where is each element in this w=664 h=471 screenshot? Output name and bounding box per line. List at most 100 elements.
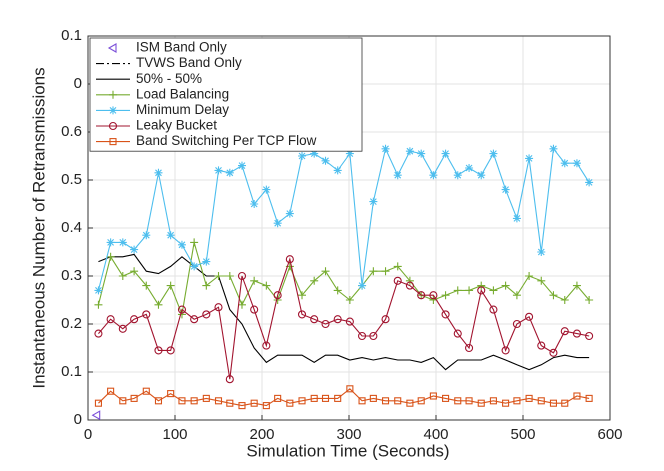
marker [106,238,115,247]
marker [130,245,139,254]
marker [94,329,103,338]
marker [489,305,498,314]
marker [393,171,402,180]
y-tick-label: 0.2 [61,315,82,332]
marker [345,149,354,158]
marker [333,166,342,175]
marker [465,164,474,172]
marker [406,399,414,407]
marker [285,255,294,264]
marker [442,394,450,402]
x-tick-label: 200 [249,426,274,443]
marker [250,276,259,285]
marker [202,310,211,319]
x-tick-label: 400 [423,426,448,443]
marker [274,394,282,402]
y-tick-label: 0.6 [61,123,82,140]
marker [549,348,558,357]
marker [177,240,186,249]
legend-label: ISM Band Only [136,40,227,55]
marker [585,296,594,304]
y-tick-label: 0 [74,411,82,428]
marker [154,300,163,309]
marker [345,296,354,304]
marker [358,397,366,405]
marker [214,272,223,280]
marker [142,310,151,319]
marker [154,168,163,177]
marker [454,397,462,405]
series-line [98,253,590,371]
marker [560,296,569,304]
legend-label: Load Balancing [136,86,229,101]
marker [142,387,150,395]
marker [298,397,306,405]
marker [310,149,319,158]
x-tick-label: 300 [336,426,361,443]
marker [369,197,378,206]
marker [537,341,546,350]
marker [238,402,246,410]
marker [572,281,581,290]
marker [573,392,581,400]
y-tick-label: 0.3 [61,267,82,284]
marker [549,144,558,153]
marker [502,399,510,407]
x-tick-label: 600 [597,426,622,443]
y-tick-label: 0.4 [61,219,82,236]
marker [130,394,138,402]
marker [118,272,127,280]
marker [285,209,294,218]
marker [561,399,569,407]
marker [154,397,163,405]
legend-label: TVWS Band Only [136,55,242,70]
marker [333,286,342,295]
marker [441,149,450,158]
marker [262,341,271,350]
marker [107,43,117,53]
marker [346,385,354,393]
marker [310,394,318,402]
marker [525,154,534,163]
marker [477,281,486,290]
marker [429,171,438,180]
marker [225,375,234,384]
marker [465,286,474,295]
marker [549,291,558,300]
marker [405,281,414,290]
x-tick-label: 500 [510,426,535,443]
marker [381,315,390,324]
marker [225,168,234,177]
marker [369,331,378,341]
marker [250,305,259,314]
marker [393,262,402,271]
marker [214,166,223,175]
marker [177,310,186,319]
marker [298,291,307,300]
marker [477,286,486,295]
marker [357,331,367,341]
marker [214,303,223,312]
marker [381,397,390,405]
marker [202,394,210,402]
marker [477,171,486,180]
marker [512,291,521,300]
x-axis-label: Simulation Time (Seconds) [246,441,449,460]
marker [489,149,498,158]
marker [358,281,367,290]
marker [441,310,450,319]
marker [166,346,175,355]
legend-box [89,37,363,152]
marker [381,144,390,153]
marker [489,286,498,295]
marker [214,397,223,405]
marker [119,397,127,405]
marker [321,319,330,329]
marker [190,397,198,405]
marker [537,397,545,405]
marker [321,156,330,165]
marker [202,281,211,290]
legend-label: Band Switching Per TCP Flow [136,133,317,148]
marker [381,267,390,276]
